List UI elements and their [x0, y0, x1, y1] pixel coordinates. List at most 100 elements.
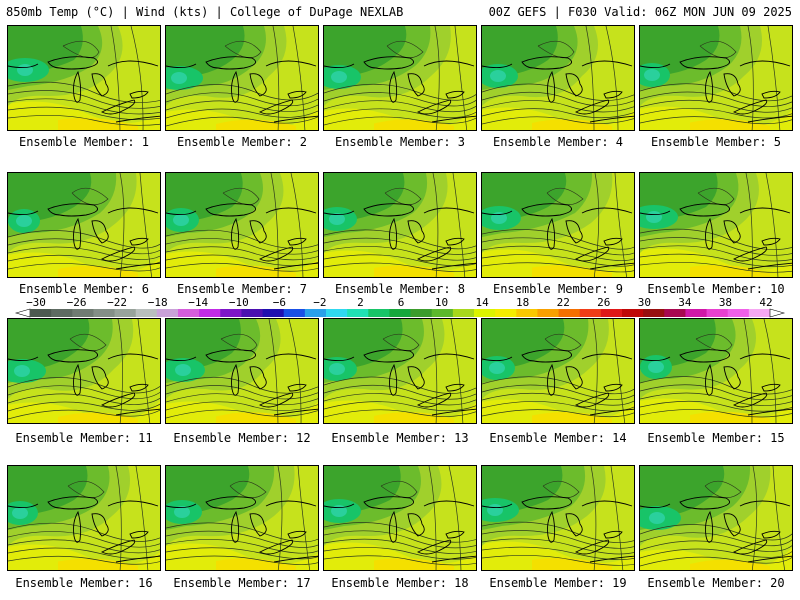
colorbar-segment — [748, 309, 771, 317]
colorbar-segment — [643, 309, 665, 317]
map-panel-image — [8, 173, 160, 277]
ensemble-member-map — [165, 318, 319, 424]
ensemble-member-label: Ensemble Member: 9 — [492, 282, 624, 296]
ensemble-member-label: Ensemble Member: 6 — [18, 282, 150, 296]
colorbar-segment — [93, 309, 115, 317]
map-panel-image — [166, 466, 318, 570]
map-panel-image — [166, 319, 318, 423]
ensemble-member-map — [323, 172, 477, 278]
colorbar-segment — [495, 309, 517, 317]
colorbar-segment — [431, 309, 454, 317]
colorbar-segment — [452, 309, 475, 317]
ensemble-member-map — [165, 465, 319, 571]
ensemble-member-map — [7, 25, 161, 131]
colorbar-segment — [368, 309, 390, 317]
colorbar-tick-label: 26 — [597, 296, 610, 309]
ensemble-member-label: Ensemble Member: 4 — [492, 135, 624, 149]
ensemble-member-map — [639, 465, 793, 571]
colorbar-segment — [30, 309, 52, 317]
colorbar-segment — [516, 309, 538, 317]
colorbar-tick-label: −14 — [188, 296, 208, 309]
ensemble-member-label: Ensemble Member: 5 — [650, 135, 782, 149]
ensemble-member-label: Ensemble Member: 13 — [331, 431, 469, 445]
colorbar-segment — [304, 309, 327, 317]
colorbar-tick-label: 6 — [398, 296, 405, 309]
ensemble-member-map — [639, 318, 793, 424]
ensemble-member-map — [639, 25, 793, 131]
colorbar-tick-label: 34 — [678, 296, 692, 309]
colorbar-right-arrow — [769, 308, 786, 318]
colorbar-segment — [664, 309, 686, 317]
ensemble-member-label: Ensemble Member: 10 — [647, 282, 785, 296]
colorbar-segment — [156, 309, 179, 317]
colorbar-segment — [474, 309, 496, 317]
map-panel-image — [8, 26, 160, 130]
map-panel-image — [166, 26, 318, 130]
colorbar-segment — [241, 309, 263, 317]
ensemble-member-map — [165, 172, 319, 278]
ensemble-member-map — [481, 25, 635, 131]
ensemble-member-label: Ensemble Member: 17 — [173, 576, 311, 590]
colorbar-tick-label: −2 — [313, 296, 326, 309]
ensemble-member-map — [481, 318, 635, 424]
colorbar-tick-label: −22 — [107, 296, 127, 309]
map-panel-image — [8, 466, 160, 570]
ensemble-member-label: Ensemble Member: 8 — [334, 282, 466, 296]
ensemble-member-label: Ensemble Member: 19 — [489, 576, 627, 590]
ensemble-member-label: Ensemble Member: 20 — [647, 576, 785, 590]
colorbar-segment — [685, 309, 707, 317]
colorbar-tick-label: −26 — [67, 296, 87, 309]
ensemble-member-label: Ensemble Member: 1 — [18, 135, 150, 149]
colorbar-tick-label: 14 — [475, 296, 489, 309]
ensemble-member-label: Ensemble Member: 18 — [331, 576, 469, 590]
map-panel-image — [482, 466, 634, 570]
chart-title: 850mb Temp (°C) | Wind (kts) | College o… — [6, 5, 404, 19]
colorbar-tick-label: 30 — [638, 296, 651, 309]
ensemble-member-label: Ensemble Member: 15 — [647, 431, 785, 445]
colorbar-segment — [410, 309, 433, 317]
colorbar-segment — [600, 309, 623, 317]
map-panel-image — [8, 319, 160, 423]
colorbar-segment — [579, 309, 602, 317]
colorbar-tick-label: 38 — [719, 296, 732, 309]
ensemble-member-map — [7, 465, 161, 571]
map-panel-image — [640, 466, 792, 570]
run-valid-time: 00Z GEFS | F030 Valid: 06Z MON JUN 09 20… — [488, 5, 792, 19]
colorbar-tick-label: 2 — [357, 296, 364, 309]
colorbar-tick-label: −30 — [26, 296, 46, 309]
temperature-colorbar: −30 −26 −22 −18 −14 −10 −6 −2 2 6 10 14 18 22 26 30 34 38… — [14, 296, 786, 318]
colorbar-tick-label: −18 — [148, 296, 168, 309]
colorbar-segment — [706, 309, 729, 317]
map-panel-image — [324, 319, 476, 423]
ensemble-member-map — [323, 318, 477, 424]
colorbar-segment — [558, 309, 581, 317]
colorbar-tick-label: −10 — [229, 296, 249, 309]
map-panel-image — [640, 319, 792, 423]
colorbar-segment — [114, 309, 137, 317]
map-panel-image — [482, 173, 634, 277]
map-panel-image — [324, 173, 476, 277]
ensemble-member-label: Ensemble Member: 11 — [15, 431, 153, 445]
ensemble-member-map — [7, 318, 161, 424]
ensemble-member-label: Ensemble Member: 12 — [173, 431, 311, 445]
colorbar-segment — [326, 309, 348, 317]
colorbar-segment — [622, 309, 644, 317]
map-panel-image — [324, 466, 476, 570]
colorbar-segment — [220, 309, 242, 317]
map-panel-image — [482, 319, 634, 423]
ensemble-member-label: Ensemble Member: 16 — [15, 576, 153, 590]
colorbar-tick-label: 22 — [557, 296, 570, 309]
map-panel-image — [324, 26, 476, 130]
colorbar-tick-label: −6 — [273, 296, 286, 309]
ensemble-member-map — [481, 465, 635, 571]
map-panel-image — [166, 173, 318, 277]
ensemble-member-map — [639, 172, 793, 278]
ensemble-member-map — [323, 25, 477, 131]
ensemble-member-map — [323, 465, 477, 571]
map-panel-image — [482, 26, 634, 130]
ensemble-member-label: Ensemble Member: 2 — [176, 135, 308, 149]
colorbar-tick-label: 10 — [435, 296, 448, 309]
colorbar-left-arrow — [14, 308, 31, 318]
colorbar-segment — [389, 309, 411, 317]
map-panel-image — [640, 26, 792, 130]
